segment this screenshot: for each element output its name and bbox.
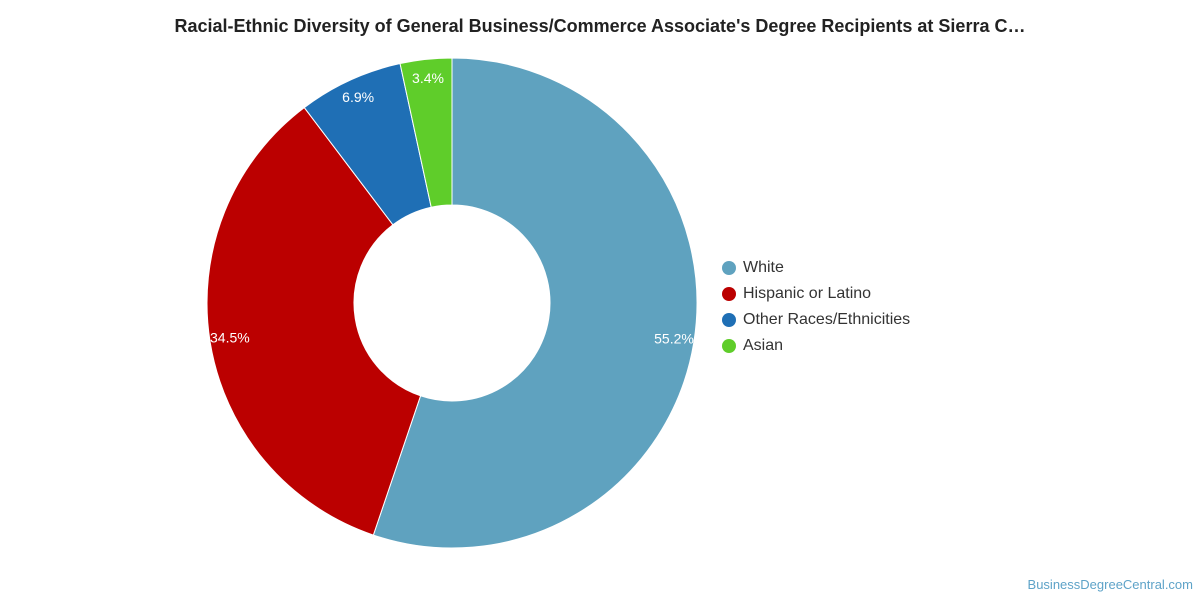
legend-item[interactable]: Other Races/Ethnicities (722, 307, 910, 333)
legend-swatch (722, 313, 736, 327)
legend-item[interactable]: Hispanic or Latino (722, 281, 910, 307)
legend-swatch (722, 261, 736, 275)
legend-swatch (722, 287, 736, 301)
slice-asian (399, 57, 453, 208)
slice-value-label: 3.4% (412, 70, 444, 86)
legend-label: Asian (743, 337, 784, 354)
legend-item[interactable]: White (722, 255, 910, 281)
source-footer: BusinessDegreeCentral.com (1027, 577, 1193, 592)
legend: White Hispanic or Latino Other Races/Ethni… (722, 255, 910, 359)
legend-item[interactable]: Asian (722, 333, 910, 359)
legend-label: Other Races/Ethnicities (743, 311, 911, 328)
slice-value-label: 34.5% (210, 330, 250, 346)
slice-value-label: 55.2% (654, 330, 694, 346)
slice-hispanic-or-latino (206, 106, 422, 536)
legend-swatch (722, 339, 736, 353)
chart-title: Racial-Ethnic Diversity of General Busin… (174, 16, 1026, 36)
legend-label: Hispanic or Latino (743, 285, 872, 302)
legend-label: White (743, 259, 784, 276)
slice-value-label: 6.9% (342, 89, 374, 105)
slice-white (372, 57, 698, 549)
